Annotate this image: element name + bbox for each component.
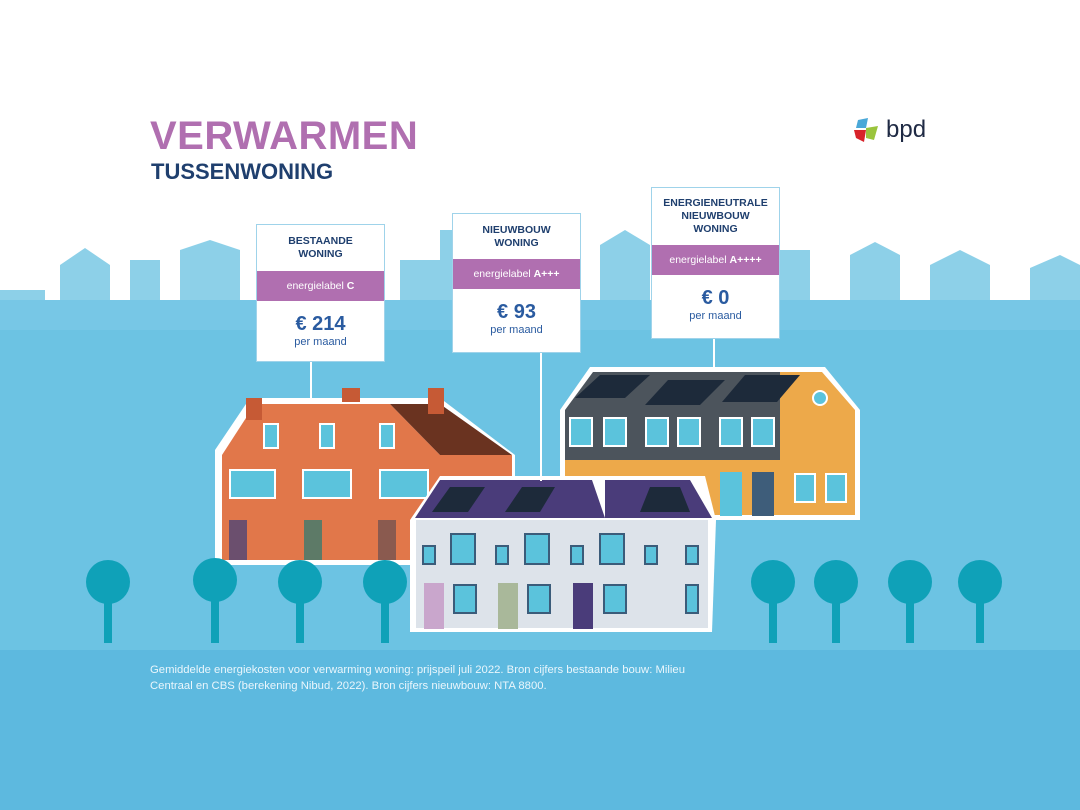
trees [86,558,1002,643]
card-title-line: ENERGIENEUTRALE [663,197,768,209]
energy-label-value: C [346,280,355,292]
energy-label: energielabel A++++ [652,245,779,275]
energy-label-prefix: energielabel [286,280,347,292]
energy-label-value: A++++ [729,254,762,266]
price-unit: per maand [689,310,742,322]
sign-pole [310,360,312,400]
monthly-price: € 214 [295,313,346,335]
logo-text: bpd [886,116,927,143]
card-title: ENERGIENEUTRALE NIEUWBOUW WONING [652,188,779,245]
card-title: NIEUWBOUW WONING [453,214,580,259]
energy-label-value: A+++ [533,268,560,280]
energy-label: energielabel C [257,271,384,301]
logo-mark-icon [854,118,878,142]
price-card-new-build: NIEUWBOUW WONING energielabel A+++ € 93 … [452,213,581,353]
price-card-energy-neutral: ENERGIENEUTRALE NIEUWBOUW WONING energie… [651,187,780,339]
energy-label-prefix: energielabel [669,254,730,266]
sign-pole [713,337,715,372]
energy-label-prefix: energielabel [473,268,534,280]
energy-label: energielabel A+++ [453,259,580,289]
card-title: BESTAANDE WONING [257,225,384,271]
card-title-line: NIEUWBOUW [681,210,750,222]
card-title-line: NIEUWBOUW [482,223,551,236]
price-unit: per maand [294,336,347,348]
ground [0,650,1080,810]
bpd-logo: bpd [852,116,926,144]
card-title-line: WONING [298,248,343,260]
card-title-line: WONING [693,223,738,235]
card-title-line: WONING [494,236,539,249]
price-unit: per maand [490,324,543,336]
card-title-line: BESTAANDE [288,235,353,247]
page-subtitle: TUSSENWONING [151,159,334,184]
page-title: VERWARMEN [150,114,419,158]
monthly-price: € 0 [701,287,730,309]
monthly-price: € 93 [497,301,536,323]
price-card-existing: BESTAANDE WONING energielabel C € 214 pe… [256,224,385,362]
source-footnote: Gemiddelde energiekosten voor verwarming… [150,664,686,692]
new-build-house [410,476,716,632]
sign-pole [540,351,542,481]
